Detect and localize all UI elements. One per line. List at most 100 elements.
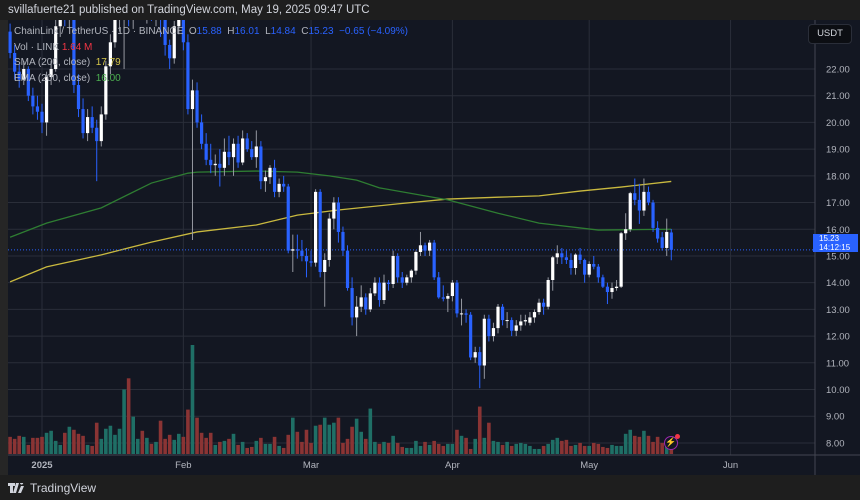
candle-body <box>569 259 573 268</box>
candle-body <box>491 328 496 337</box>
candle-body <box>31 95 35 107</box>
volume-bar <box>528 445 532 454</box>
candle-body <box>605 286 610 293</box>
candle-body <box>386 282 391 285</box>
volume-bar <box>537 448 541 454</box>
volume-bar <box>587 445 591 454</box>
volume-bar <box>21 436 26 454</box>
candle-body <box>450 282 454 297</box>
volume-bar <box>35 437 40 454</box>
volume-bar <box>423 441 427 454</box>
volume-bar <box>135 438 140 454</box>
candle-body <box>190 90 195 110</box>
volume-bar <box>172 439 177 454</box>
volume-bar <box>17 435 21 454</box>
volume-bar <box>623 433 628 454</box>
candle-body <box>500 306 505 321</box>
x-tick-label: 2025 <box>31 460 53 471</box>
candle-body <box>391 255 395 285</box>
volume-bar <box>546 443 550 454</box>
candle-body <box>665 231 669 248</box>
volume-bar <box>432 440 436 454</box>
volume-bar <box>58 444 63 454</box>
candle-body <box>400 277 404 283</box>
candle-body <box>551 257 555 281</box>
volume-bar <box>605 447 610 454</box>
candle-body <box>177 20 181 27</box>
plot-background <box>8 20 815 455</box>
candle-body <box>113 20 117 43</box>
candle-body <box>651 202 655 228</box>
y-tick-label: 13.00 <box>826 305 850 316</box>
candle-body <box>200 122 204 144</box>
volume-bar <box>591 442 596 454</box>
candle-body <box>323 259 327 272</box>
candle-body <box>186 42 190 110</box>
candle-body <box>213 163 217 166</box>
brand-name: TradingView <box>30 481 97 495</box>
candle-body <box>145 0 148 2</box>
volume-bar <box>409 447 414 454</box>
volume-bar <box>72 429 76 454</box>
volume-bar <box>509 445 514 454</box>
volume-bar <box>628 429 633 454</box>
candle-body <box>141 0 144 2</box>
candle-body <box>350 288 354 318</box>
candle-body <box>259 146 263 182</box>
last-price: 15.23 <box>819 234 840 243</box>
volume-bar <box>208 432 213 454</box>
volume-bar <box>222 440 227 454</box>
candle-body <box>277 183 281 192</box>
volume-bar <box>49 430 53 454</box>
candle-body <box>222 151 226 168</box>
volume-bar <box>519 442 523 454</box>
y-tick-label: 12.00 <box>826 332 850 343</box>
volume-bar <box>363 438 368 454</box>
left-toolbar-strip <box>0 20 8 475</box>
volume-bar <box>190 345 195 454</box>
tradingview-logo[interactable]: TradingView <box>8 481 96 495</box>
volume-bar <box>450 443 455 454</box>
volume-bar <box>359 431 363 454</box>
candle-body <box>49 69 53 78</box>
volume-bar <box>382 441 386 454</box>
candle-body <box>72 20 76 86</box>
candle-body <box>423 245 427 251</box>
volume-bar <box>99 438 104 454</box>
candle-body <box>355 306 359 318</box>
candle-body <box>614 286 619 289</box>
volume-bar <box>291 417 295 454</box>
volume-bar <box>254 440 259 454</box>
volume-bar <box>40 436 44 454</box>
candle-body <box>373 282 377 294</box>
volume-bar <box>327 424 332 454</box>
currency-button[interactable]: USDT <box>808 24 852 44</box>
lightning-icon[interactable]: ⚡ <box>664 434 680 450</box>
x-tick-label: Jun <box>723 460 738 471</box>
candle-body <box>409 270 413 278</box>
volume-bar <box>414 440 418 454</box>
candle-body <box>624 229 628 234</box>
candle-body <box>295 249 299 251</box>
x-tick-label: Feb <box>175 460 191 471</box>
candle-body <box>564 257 568 260</box>
candle-body <box>44 77 49 123</box>
candle-body <box>637 199 641 211</box>
volume-bar <box>642 430 646 454</box>
volume-bar <box>145 437 149 454</box>
volume-bar <box>491 440 496 454</box>
candle-body <box>332 202 336 219</box>
candle-body <box>300 250 304 256</box>
volume-bar <box>199 432 204 454</box>
candle-body <box>510 320 514 331</box>
volume-bar <box>395 442 400 454</box>
candle-body <box>646 191 651 203</box>
candle-body <box>546 280 550 307</box>
volume-bar <box>140 430 145 454</box>
volume-bar <box>76 433 81 454</box>
candle-body <box>204 143 208 160</box>
volume-bar <box>113 434 117 454</box>
volume-bar <box>573 444 578 454</box>
y-tick-label: 20.00 <box>826 118 850 129</box>
